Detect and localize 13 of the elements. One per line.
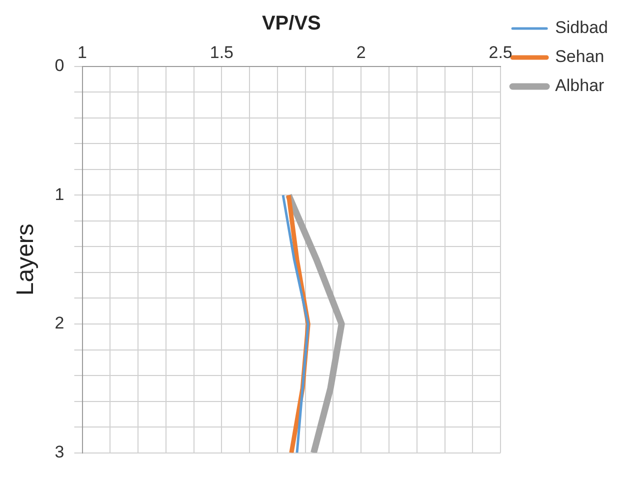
x-tick-label: 2 <box>356 42 366 62</box>
x-tick-label: 1 <box>78 42 87 62</box>
legend-label: Albhar <box>555 76 605 96</box>
x-axis-title: VP/VS <box>262 12 321 35</box>
y-tick-label: 0 <box>54 56 64 76</box>
y-tick-label: 2 <box>54 314 64 333</box>
x-tick-label: 1.5 <box>210 42 234 62</box>
x-tick-label: 2.5 <box>488 42 512 62</box>
legend-label: Sehan <box>555 47 604 66</box>
legend-label: Sidbad <box>555 18 608 38</box>
y-tick-label: 3 <box>54 442 64 462</box>
y-axis-title: Layers <box>12 224 40 296</box>
y-tick-label: 1 <box>54 184 64 204</box>
